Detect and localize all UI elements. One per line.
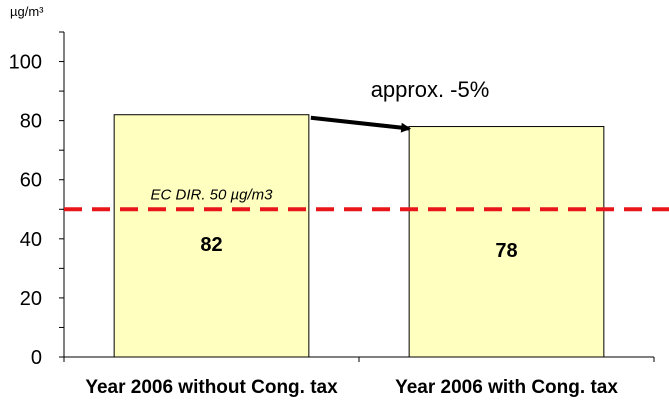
- x-category-label: Year 2006 without Cong. tax: [85, 377, 338, 398]
- y-tick-label: 80: [20, 111, 42, 133]
- y-tick-label: 20: [20, 288, 42, 310]
- annotation-label: approx. -5%: [371, 77, 490, 102]
- annotation-arrow: [310, 115, 412, 133]
- y-tick-label: 60: [20, 170, 42, 192]
- reference-line-label: EC DIR. 50 µg/m3: [150, 186, 273, 203]
- y-tick-label: 40: [20, 229, 42, 251]
- bar: [408, 126, 605, 358]
- x-category-label: Year 2006 with Cong. tax: [395, 377, 618, 398]
- bar: [113, 114, 310, 358]
- bar-value-label: 78: [495, 240, 517, 262]
- y-tick-label: 0: [31, 347, 42, 369]
- bar-value-label: 82: [200, 234, 222, 256]
- y-unit-label: µg/m³: [10, 4, 44, 19]
- y-tick-label: 100: [9, 52, 42, 74]
